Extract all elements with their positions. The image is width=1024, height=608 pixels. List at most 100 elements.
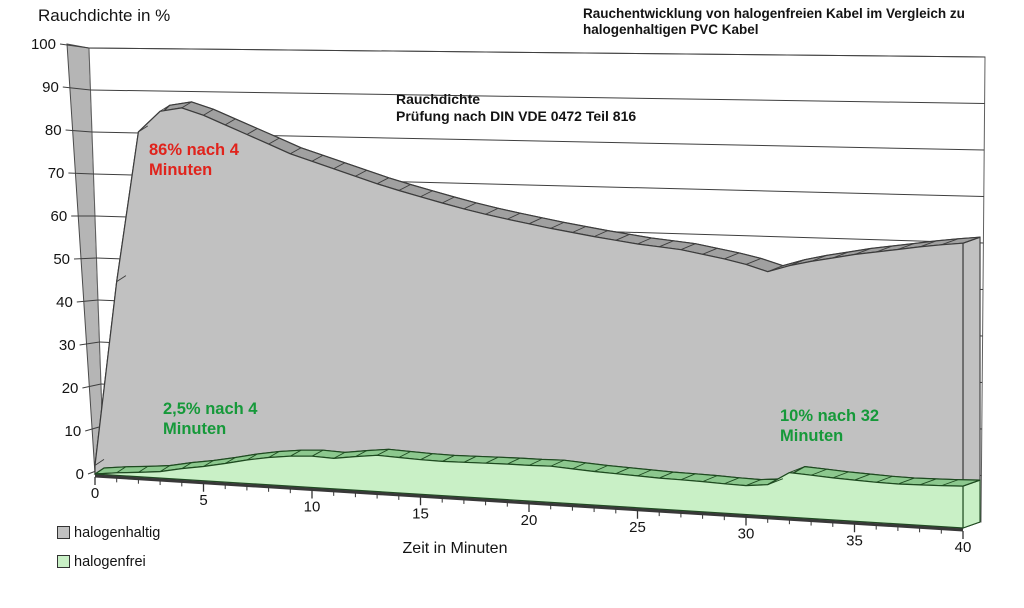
ribbon-segment-tick <box>181 462 192 469</box>
annotation-line: Minuten <box>149 161 213 179</box>
ribbon-segment-tick <box>268 137 280 145</box>
y-tick-label: 100 <box>31 36 56 53</box>
ribbon-segment-tick <box>572 462 586 470</box>
y-tick-label: 80 <box>45 122 62 139</box>
ribbon-segment-tick <box>420 453 433 461</box>
ribbon-segment-tick <box>680 243 696 251</box>
note-line-2: Prüfung nach DIN VDE 0472 Teil 816 <box>396 108 637 124</box>
ribbon-segment-tick <box>854 248 871 255</box>
ribbon-segment-tick <box>767 265 784 273</box>
ribbon-segment-tick <box>615 233 630 241</box>
ribbon-segment-tick <box>159 104 170 112</box>
legend-label: halogenhaltig <box>74 524 161 541</box>
ribbon-segment-tick <box>767 478 784 486</box>
ribbon-segment-tick <box>810 254 827 262</box>
ribbon-segment-tick <box>463 455 477 463</box>
gridline <box>88 47 986 58</box>
ribbon-segment-tick <box>181 101 192 109</box>
ribbon-segment-tick <box>789 466 805 474</box>
ribbon-segment-tick <box>507 457 521 465</box>
ribbon-segment-tick <box>528 458 543 466</box>
ribbon-segment-tick <box>94 467 105 475</box>
ribbon-segment-tick <box>355 169 368 177</box>
x-axis-line <box>94 474 964 532</box>
y-tick <box>76 299 99 303</box>
ribbon-segment-tick <box>724 477 740 485</box>
x-tick-label: 20 <box>521 512 538 529</box>
annotation-line: Minuten <box>163 420 227 438</box>
ribbon-segment-tick <box>854 473 871 481</box>
y-tick <box>65 129 93 133</box>
x-tick-label: 25 <box>629 519 646 536</box>
ribbon-segment-tick <box>962 479 981 487</box>
ribbon-segment-tick <box>376 448 389 456</box>
ribbon-segment-tick <box>246 453 258 461</box>
series-front-face <box>94 107 964 529</box>
ribbon-segment-tick <box>897 243 915 250</box>
ribbon-segment-tick <box>745 479 762 486</box>
ribbon-segment-tick <box>832 251 849 259</box>
ribbon-segment-tick <box>398 184 411 191</box>
annotation-halogenfrei-32min: 10% nach 32 Minuten <box>780 406 879 446</box>
x-tick-label: 30 <box>738 526 755 543</box>
chart-title: Rauchentwicklung von halogenfreien Kabel… <box>583 6 965 38</box>
series-side-face <box>962 479 981 529</box>
ribbon-segment-tick <box>311 449 324 457</box>
ribbon-segment-tick <box>919 240 937 248</box>
ribbon-segment-tick <box>680 473 696 481</box>
legend-item-halogenfrei: halogenfrei <box>57 547 160 576</box>
ribbon-segment-tick <box>159 465 170 472</box>
x-tick-label: 5 <box>199 492 207 509</box>
ribbon-segment-tick <box>919 478 937 486</box>
annotation-line: 2,5% nach 4 <box>163 400 258 418</box>
annotation-line: 86% nach 4 <box>149 141 239 159</box>
ribbon-segment-tick <box>876 245 893 253</box>
annotation-line: Minuten <box>780 427 844 445</box>
ribbon-segment-tick <box>593 465 608 472</box>
gridline <box>90 89 985 104</box>
ribbon-segment-tick <box>116 466 127 474</box>
ribbon-segment-tick <box>116 275 127 283</box>
ribbon-segment-tick <box>485 456 499 464</box>
ribbon-segment-tick <box>138 125 149 133</box>
ribbon-segment-tick <box>876 475 893 483</box>
ribbon-segment-tick <box>941 479 959 487</box>
x-tick-label: 10 <box>304 499 321 516</box>
y-axis-title: Rauchdichte in % <box>38 6 171 25</box>
y-tick <box>68 172 94 175</box>
ribbon-segment-tick <box>962 236 981 244</box>
ribbon-segment-tick <box>702 247 718 255</box>
ribbon-segment-tick <box>724 252 740 260</box>
ribbon-segment-tick <box>507 212 521 220</box>
annotation-halogenfrei-4min: 2,5% nach 4 Minuten <box>163 399 257 439</box>
ribbon-segment-tick <box>659 240 674 248</box>
ribbon-segment-tick <box>745 257 762 265</box>
ribbon-segment-tick <box>442 196 455 204</box>
y-tick-label: 70 <box>48 165 65 182</box>
legend-item-halogenhaltig: halogenhaltig <box>57 518 160 547</box>
ribbon-segment-tick <box>615 467 630 475</box>
y-tick <box>59 43 90 49</box>
ribbon-segment-tick <box>420 190 433 198</box>
ribbon-segment-tick <box>593 230 608 238</box>
ribbon-segment-tick <box>832 471 849 479</box>
ribbon-segment-tick <box>203 108 214 116</box>
chart-title-line-2: halogenhaltigen PVC Kabel <box>583 22 759 37</box>
annotation-halogenhaltig-peak: 86% nach 4 Minuten <box>149 140 239 180</box>
y-tick-label: 10 <box>65 423 82 440</box>
ribbon-segment-tick <box>550 221 565 229</box>
ribbon-segment-tick <box>442 455 455 462</box>
ribbon-segment-tick <box>268 451 280 458</box>
test-standard-note: Rauchdichte Prüfung nach DIN VDE 0472 Te… <box>396 91 636 125</box>
x-axis-title: Zeit in Minuten <box>402 540 508 557</box>
ribbon-segment-tick <box>528 217 543 225</box>
chart-title-line-1: Rauchentwicklung von halogenfreien Kabel… <box>583 6 965 21</box>
ribbon-segment-tick <box>290 449 302 457</box>
ribbon-segment-tick <box>398 451 411 458</box>
legend-swatch-halogenfrei-icon <box>57 555 70 568</box>
ribbon-segment-tick <box>463 202 477 210</box>
ribbon-segment-tick <box>789 259 805 267</box>
y-tick-label: 60 <box>51 208 68 225</box>
